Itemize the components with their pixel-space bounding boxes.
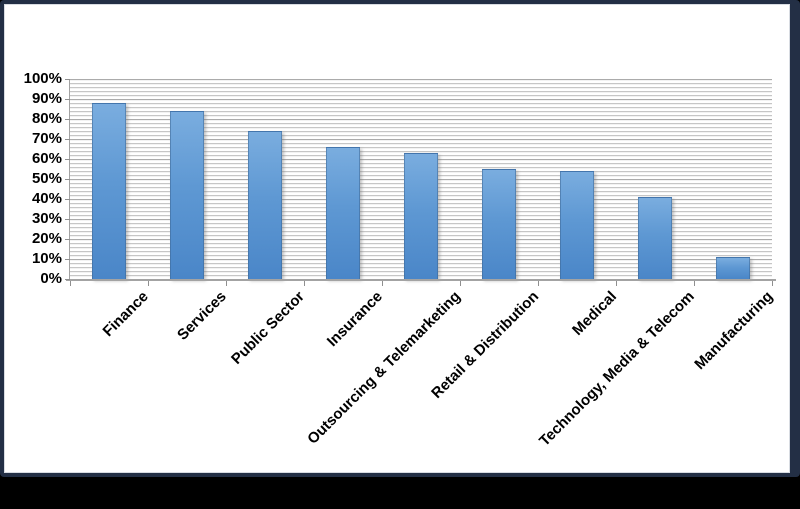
y-axis-tick-mark [65,198,70,200]
plot-area [70,79,772,279]
x-axis-tick-mark [460,281,461,286]
x-axis-tick-mark [304,281,305,286]
y-axis-tick-label: 40% [31,190,62,207]
y-axis-tick-label: 100% [23,70,62,87]
y-axis-tick-label: 20% [31,230,62,247]
chart-panel: 0% 10% 20% 30% 40% 50% 60% 70% 80% 90% 100% Finance… [4,4,790,473]
y-axis-tick-label: 80% [31,110,62,127]
x-category-label: Manufacturing [690,288,777,374]
y-axis-line [69,79,70,280]
y-axis-tick-mark [65,178,70,180]
bar [638,197,672,279]
x-axis-tick-mark [772,281,773,286]
x-axis-tick-mark [226,281,227,286]
x-category-label: Services [174,288,231,344]
bar [560,171,594,279]
x-axis-tick-mark [148,281,149,286]
y-axis-tick-mark [65,158,70,160]
bar [248,131,282,279]
bar [326,147,360,279]
y-axis-tick-label: 0% [40,270,62,287]
y-axis-tick-mark [65,138,70,140]
y-axis-tick-mark [65,98,70,100]
x-category-label: Finance [99,288,153,341]
x-category-label: Insurance [323,288,387,351]
y-axis-tick-label: 60% [31,150,62,167]
x-category-label: Technology, Media & Telecom [536,288,699,450]
y-axis-tick-label: 30% [31,210,62,227]
y-axis-tick-mark [65,78,70,80]
bar [170,111,204,279]
x-category-label: Outsourcing & Telemarketing [304,288,465,448]
x-axis-tick-mark [616,281,617,286]
bar [716,257,750,279]
y-axis-tick-mark [65,218,70,220]
y-axis-tick-label: 50% [31,170,62,187]
x-axis-tick-mark [538,281,539,286]
bar [92,103,126,279]
y-axis-tick-mark [65,278,70,280]
x-axis-tick-mark [694,281,695,286]
y-axis-tick-label: 70% [31,130,62,147]
y-axis-tick-mark [65,258,70,260]
x-category-label: Public Sector [228,288,309,368]
chart-frame: 0% 10% 20% 30% 40% 50% 60% 70% 80% 90% 100% Finance… [0,0,800,477]
x-axis-tick-mark [382,281,383,286]
y-axis-tick-mark [65,238,70,240]
bar [404,153,438,279]
y-axis-tick-label: 10% [31,250,62,267]
bar [482,169,516,279]
y-axis-tick-label: 90% [31,90,62,107]
x-category-label: Medical [569,288,621,339]
x-axis-tick-mark [70,281,71,286]
x-axis-line [66,279,776,281]
y-axis-tick-mark [65,118,70,120]
